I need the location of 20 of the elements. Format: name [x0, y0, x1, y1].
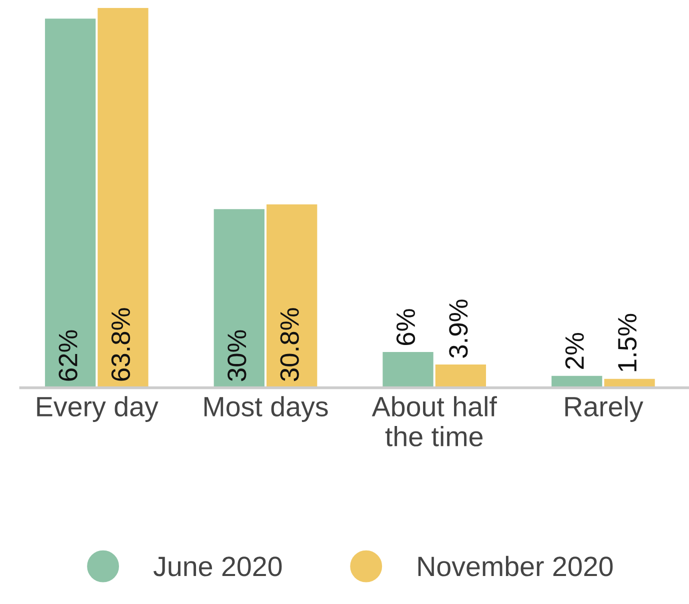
- x-tick-label: About half the time: [372, 396, 497, 446]
- legend-label: November 2020: [418, 556, 613, 576]
- bar: [266, 204, 318, 388]
- bar: [214, 209, 264, 388]
- bar: [98, 8, 148, 388]
- data-label: 2%: [565, 332, 584, 369]
- bar: [435, 364, 486, 388]
- bar: [44, 18, 96, 388]
- data-label: 1.5%: [618, 314, 637, 372]
- bar: [382, 352, 434, 388]
- x-tick-label: Most days: [204, 396, 328, 422]
- x-tick-label: Rarely: [565, 396, 644, 422]
- data-label: 63.8%: [111, 308, 130, 381]
- legend-label: June 2020: [153, 556, 282, 576]
- data-label: 6%: [396, 309, 416, 345]
- data-label: 30%: [228, 330, 246, 382]
- data-label: 30.8%: [280, 308, 299, 382]
- x-tick-label: Every day: [37, 396, 158, 422]
- data-label: 3.9%: [449, 300, 468, 358]
- data-label: 62%: [58, 330, 78, 381]
